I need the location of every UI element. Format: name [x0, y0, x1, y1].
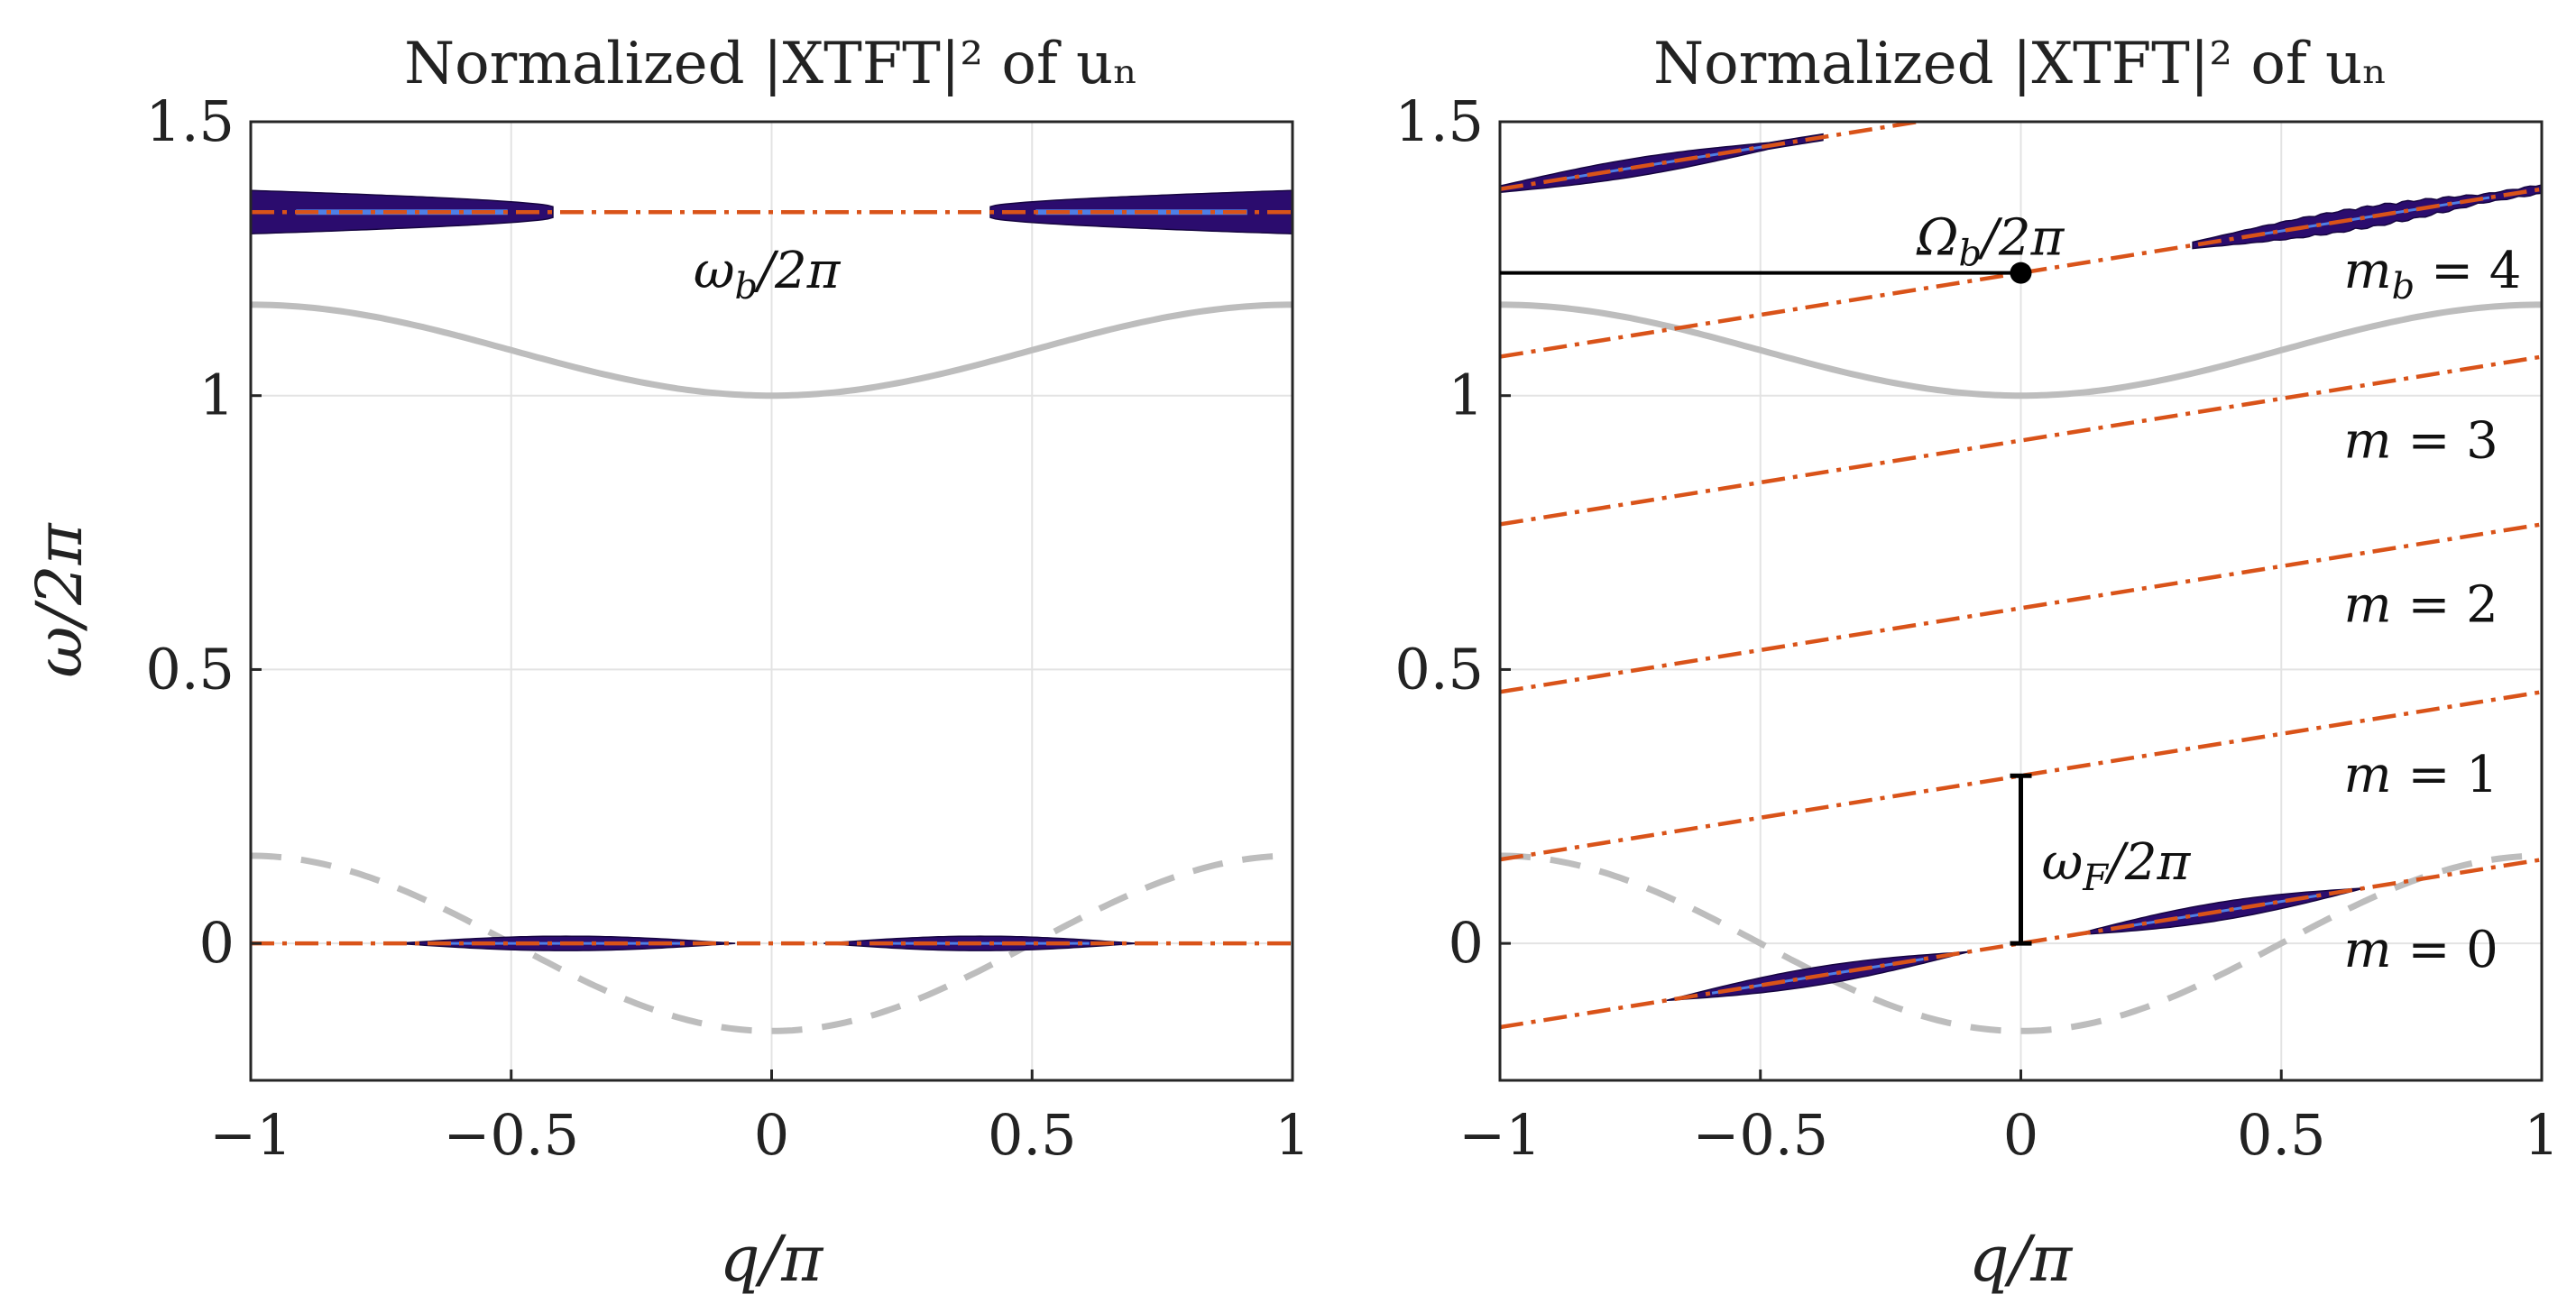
right-annotation-4: m = 2 [2344, 576, 2498, 635]
right-annotation-6: m = 0 [2344, 921, 2498, 979]
left-ytick-label: 1 [199, 363, 235, 428]
left-ytick-label: 0.5 [145, 636, 235, 702]
right-ticks: −1 −0.5 0 0.5 1 0 0.5 1 1.5 [1394, 88, 2559, 1168]
right-xtick-label: 0.5 [2237, 1102, 2326, 1168]
right-annotation-2: mb = 4 [2344, 242, 2522, 308]
left-lower-band-curve [251, 852, 1293, 1034]
right-annotation-3: m = 3 [2344, 411, 2498, 470]
right-xtick-label: −1 [1458, 1102, 1541, 1168]
right-ytick-label: 0 [1449, 910, 1484, 976]
right-annotation-0: Ωb/2π [1916, 209, 2065, 275]
right-chart-title: Normalized |XTFT|² of uₙ [1653, 31, 2387, 97]
right-ytick-label: 1.5 [1394, 88, 1484, 154]
left-xtick-label: 0.5 [988, 1102, 1077, 1168]
left-xtick-label: −1 [209, 1102, 291, 1168]
left-annotations: ωb/2π [694, 242, 842, 308]
right-m5-line [1500, 122, 1931, 191]
right-upper-band-curve [1500, 301, 2542, 399]
right-chart: Normalized |XTFT|² of uₙ −1 −0.5 0 0.5 1 0 0.5… [1394, 31, 2559, 1296]
left-xtick-label: −0.5 [443, 1102, 579, 1168]
right-x-axis-label: q/π [1969, 1222, 2074, 1296]
left-ytick-label: 1.5 [145, 88, 235, 154]
right-annotations: Ωb/2π ωF/2π mb = 4 m = 3 m = 2 m = 1 m = 0 [1500, 209, 2522, 979]
left-xtick-label: 0 [754, 1102, 789, 1168]
left-ytick-label: 0 [199, 910, 235, 976]
left-x-axis-label: q/π [720, 1222, 824, 1296]
right-lower-band-curve [1500, 852, 2542, 1034]
left-annotation-0: ωb/2π [694, 242, 842, 308]
right-ytick-label: 0.5 [1394, 636, 1484, 702]
right-annotation-5: m = 1 [2344, 746, 2498, 804]
right-xtick-label: −0.5 [1692, 1102, 1828, 1168]
right-annotation-1: ωF/2π [2042, 833, 2192, 899]
left-chart-title: Normalized |XTFT|² of uₙ [404, 31, 1138, 97]
left-upper-band-curve [251, 301, 1293, 399]
omega-b-dot [2010, 262, 2032, 284]
right-xtick-label: 0 [2003, 1102, 2038, 1168]
right-xtick-label: 1 [2524, 1102, 2559, 1168]
right-ytick-label: 1 [1449, 363, 1484, 428]
left-y-axis-label: ω/2π [23, 521, 97, 677]
left-ticks: −1 −0.5 0 0.5 1 0 0.5 1 1.5 [145, 88, 1310, 1168]
left-xtick-label: 1 [1274, 1102, 1310, 1168]
left-plot-area [251, 189, 1293, 1034]
right-plot-area [1500, 122, 2542, 1034]
left-chart: Normalized |XTFT|² of uₙ −1 −0.5 0 0.5 1 0 0.5… [23, 31, 1311, 1296]
